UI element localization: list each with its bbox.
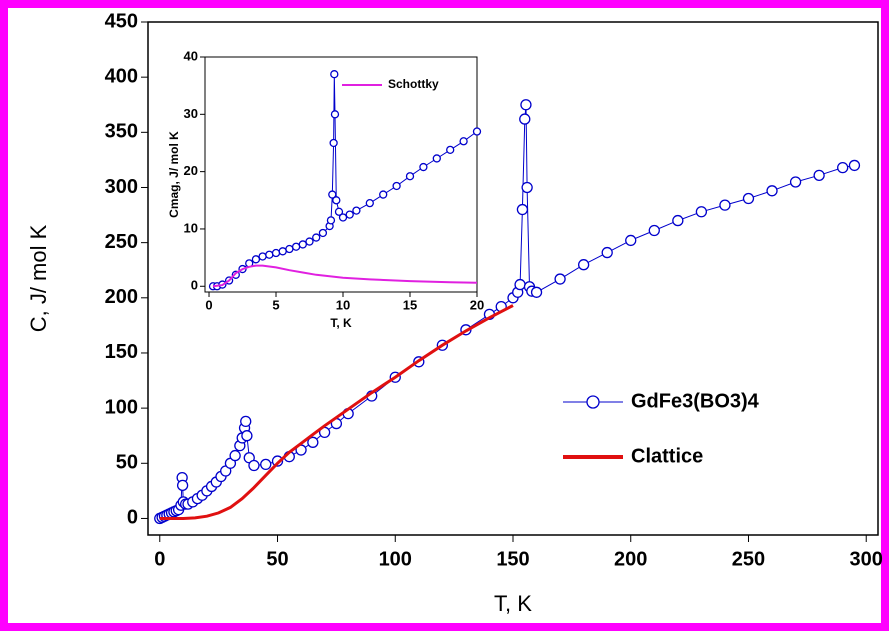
point xyxy=(392,181,401,191)
y-tick-label: 30 xyxy=(184,106,198,121)
x-tick-label: 15 xyxy=(403,297,417,312)
point xyxy=(516,203,529,216)
x-tick-label: 200 xyxy=(614,548,647,570)
point xyxy=(248,459,260,472)
x-axis-label: T, K xyxy=(494,591,532,616)
x-tick-label: 0 xyxy=(154,548,165,570)
point xyxy=(338,213,348,222)
point xyxy=(260,458,272,471)
point xyxy=(229,449,241,462)
y-tick-label: 50 xyxy=(116,452,138,474)
point xyxy=(332,196,341,205)
point xyxy=(240,415,252,428)
y-tick-label: 0 xyxy=(191,278,198,293)
legend-label: GdFe3(BO3)4 xyxy=(631,390,760,412)
point xyxy=(298,240,307,249)
x-tick-label: 5 xyxy=(272,297,279,312)
y-tick-label: 200 xyxy=(105,286,138,308)
y-tick-label: 10 xyxy=(184,220,198,235)
point xyxy=(601,246,613,259)
y-tick-label: 100 xyxy=(105,396,138,418)
point xyxy=(472,127,482,136)
y-tick-label: 20 xyxy=(184,163,198,178)
point xyxy=(258,252,267,261)
point xyxy=(577,259,590,271)
point xyxy=(695,206,708,218)
y-tick-label: 250 xyxy=(105,231,138,253)
point xyxy=(328,190,337,199)
point xyxy=(330,110,340,119)
point xyxy=(625,234,637,247)
point xyxy=(251,255,261,264)
legend-marker xyxy=(586,395,600,409)
point xyxy=(520,99,532,111)
y-tick-label: 150 xyxy=(105,341,138,363)
x-tick-label: 50 xyxy=(266,548,288,570)
point xyxy=(176,479,189,492)
point xyxy=(312,233,321,242)
point xyxy=(521,181,533,194)
point xyxy=(848,159,861,172)
point xyxy=(291,242,301,251)
point xyxy=(307,436,319,448)
plot-area xyxy=(204,56,478,293)
y-tick-label: 0 xyxy=(127,507,138,529)
y-tick-label: 300 xyxy=(105,176,138,198)
y-axis-label: C, J/ mol K xyxy=(26,224,51,332)
point xyxy=(271,455,284,467)
point xyxy=(285,244,294,254)
x-tick-label: 0 xyxy=(205,297,212,312)
point xyxy=(742,192,755,205)
point xyxy=(432,154,441,163)
point xyxy=(530,286,543,298)
series-line xyxy=(159,304,514,520)
point xyxy=(837,161,849,174)
point xyxy=(672,214,684,227)
point xyxy=(446,145,455,155)
point xyxy=(271,248,281,258)
point xyxy=(379,190,388,199)
point xyxy=(405,172,415,181)
point xyxy=(789,176,802,188)
point xyxy=(648,224,660,237)
point xyxy=(318,228,328,238)
series-line xyxy=(212,264,478,288)
x-axis-label: T, K xyxy=(330,316,352,330)
point xyxy=(352,206,361,215)
point xyxy=(265,250,274,259)
legend-label: Clattice xyxy=(631,445,703,467)
point xyxy=(419,162,428,172)
point xyxy=(345,210,354,219)
x-tick-label: 100 xyxy=(379,548,412,570)
x-tick-label: 20 xyxy=(470,297,484,312)
point xyxy=(766,185,778,197)
point xyxy=(326,216,336,225)
point xyxy=(334,207,344,216)
point xyxy=(365,199,374,208)
legend-label: Schottky xyxy=(388,77,439,91)
y-tick-label: 450 xyxy=(105,10,138,32)
x-tick-label: 150 xyxy=(496,548,529,570)
y-axis-label: Cmag, J/ mol K xyxy=(167,131,181,218)
point xyxy=(459,137,468,146)
point xyxy=(330,70,339,79)
x-tick-label: 300 xyxy=(850,548,883,570)
point xyxy=(305,237,314,246)
point xyxy=(241,430,253,442)
point xyxy=(329,138,338,148)
x-tick-label: 250 xyxy=(732,548,765,570)
point xyxy=(514,278,526,291)
point xyxy=(719,199,731,211)
point xyxy=(519,113,531,125)
x-tick-label: 10 xyxy=(336,297,350,312)
point xyxy=(813,169,825,181)
y-tick-label: 40 xyxy=(184,48,198,63)
y-tick-label: 350 xyxy=(105,121,138,143)
point xyxy=(554,273,566,285)
point xyxy=(278,247,287,256)
y-tick-label: 400 xyxy=(105,65,138,87)
